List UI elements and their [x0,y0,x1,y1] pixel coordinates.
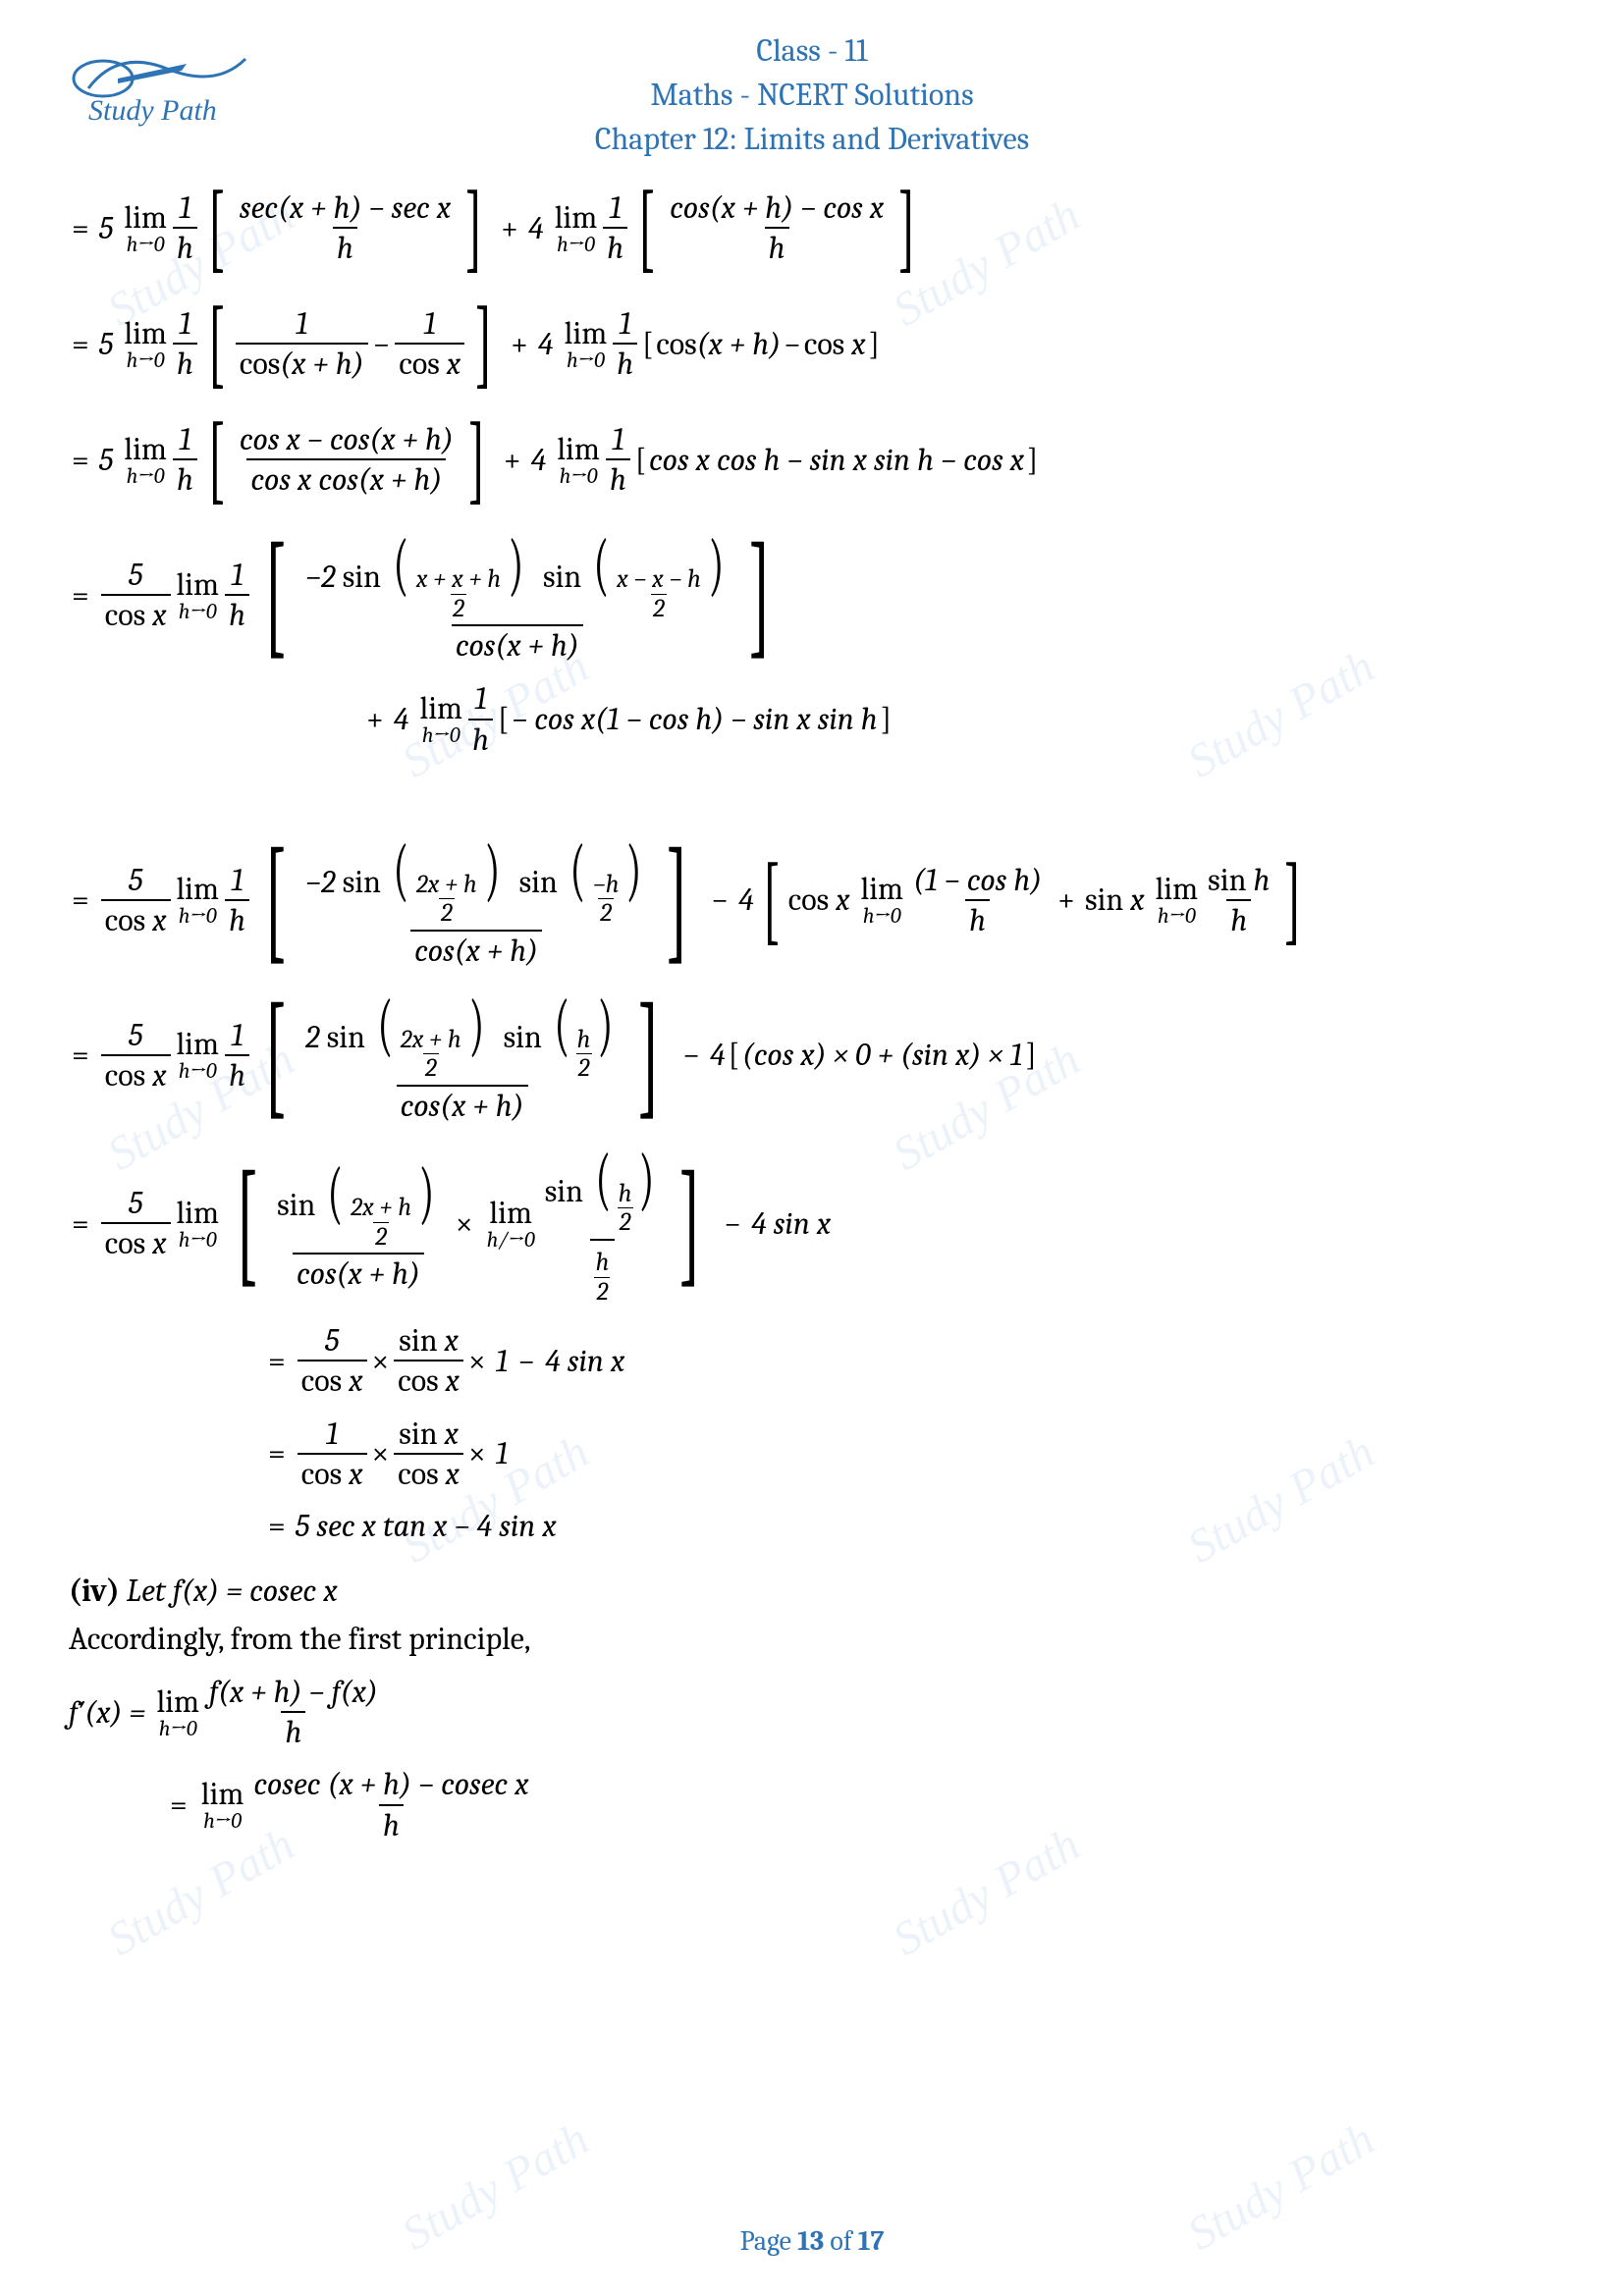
page: Study Path Study Path Study Path Study P… [0,0,1624,2296]
math-iv-2: = limh→0 cosec (x + h) − cosec xh [167,1767,1555,1842]
math-line-8: = 5cos x × sin xcos x × 1 − 4 sin x [265,1323,1555,1398]
math-line-2: = 5 limh→0 1h [ 1cos(x + h) − 1cos x ] +… [69,294,1555,393]
footer-current: 13 [797,2225,824,2257]
math-line-5: = 5cos x limh→0 1h [ −2 sin (2x + h2) si… [69,831,1555,969]
part-iv-let: Let f(x) = cosec x [127,1573,338,1609]
part-iv-accordingly: Accordingly, from the first principle, [69,1621,1555,1657]
part-iv-label: (iv) [69,1573,120,1609]
math-line-4a: = 5cos x limh→0 1h [ −2 sin (x + x + h2)… [69,526,1555,664]
footer-of-word: of [830,2225,851,2257]
math-line-1: = 5 limh→0 1h [ sec(x + h) − sec xh ] + … [69,179,1555,277]
math-line-7: = 5cos x limh→0 [ sin (2x + h2) cos(x + … [69,1142,1555,1306]
header-titles: Class - 11 Maths - NCERT Solutions Chapt… [69,29,1555,161]
page-footer: Page 13 of 17 [0,2225,1624,2257]
class-line: Class - 11 [69,29,1555,74]
chapter-line: Chapter 12: Limits and Derivatives [69,118,1555,162]
math-line-9: = 1cos x × sin xcos x × 1 [265,1416,1555,1491]
page-header: Study Path Class - 11 Maths - NCERT Solu… [69,29,1555,161]
math-line-10: = 5 sec x tan x − 4 sin x [265,1509,1555,1543]
math-line-4b: + 4 limh→0 1h [− cos x(1 − cos h) − sin … [363,681,1555,756]
math-iv-1: f′(x) = limh→0 f(x + h) − f(x)h [69,1675,1555,1749]
footer-total: 17 [858,2225,885,2257]
subject-line: Maths - NCERT Solutions [69,74,1555,118]
math-line-3: = 5 limh→0 1h [ cos x − cos(x + h)cos x … [69,410,1555,508]
math-line-6: = 5cos x limh→0 1h [ 2 sin (2x + h2) sin… [69,987,1555,1124]
part-iv-heading: (iv) Let f(x) = cosec x [69,1573,1555,1609]
footer-page-word: Page [740,2225,791,2257]
